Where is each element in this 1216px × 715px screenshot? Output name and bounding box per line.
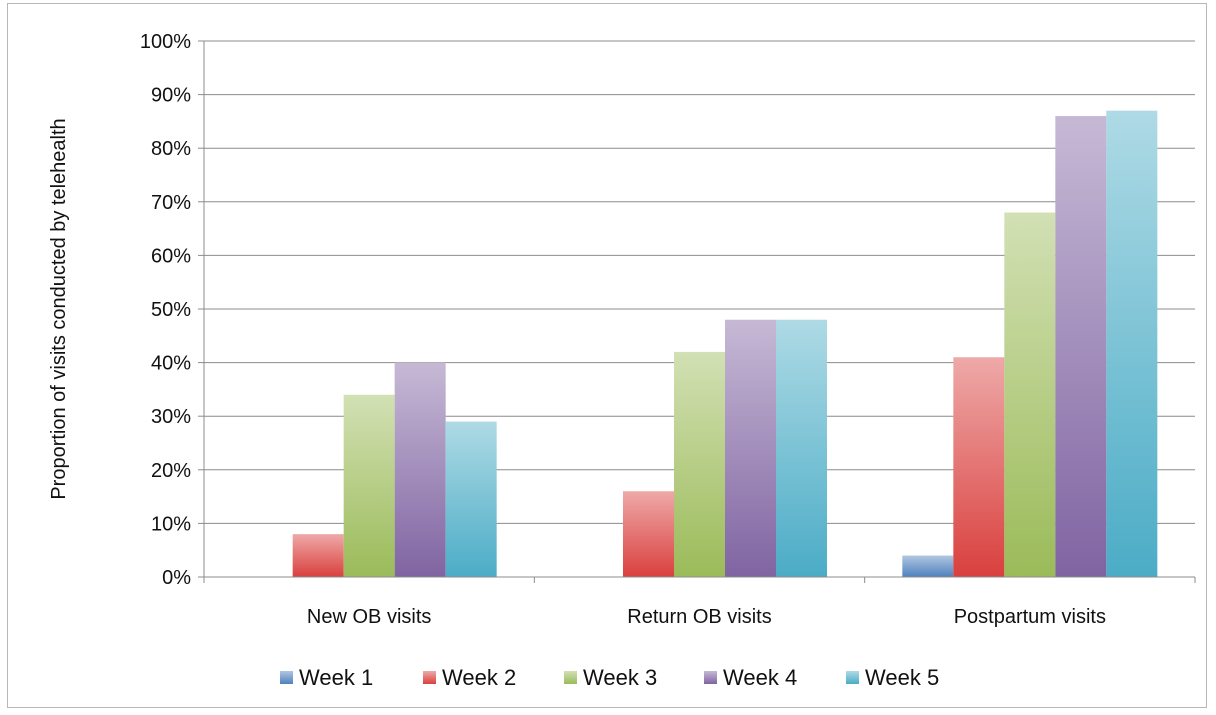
bar-chart: 0% 10% 20% 30% 40% 50% 60% 70% 80% 90% 100% New OB…: [48, 31, 1196, 690]
bars: [292, 110, 1158, 578]
y-axis-label: Proportion of visits conducted by telehe…: [48, 118, 70, 499]
bar-new-ob-visits-week-3: [343, 394, 395, 577]
x-axis-categories: New OB visits Return OB visits Postpartum …: [307, 606, 1106, 628]
bar-return-ob-visits-week-3: [674, 351, 725, 577]
y-tick-label: 0%: [162, 567, 191, 589]
y-tick-label: 20%: [151, 460, 191, 482]
legend-swatch: [846, 671, 859, 684]
legend-item-week-3: Week 3: [564, 665, 657, 690]
legend-label: Week 4: [723, 665, 797, 690]
x-category-label: Return OB visits: [627, 606, 771, 628]
legend: Week 1 Week 2 Week 3 Week 4 Week 5: [280, 665, 939, 690]
bar-return-ob-visits-week-5: [776, 319, 827, 577]
bar-new-ob-visits-week-4: [394, 362, 446, 577]
legend-item-week-1: Week 1: [280, 665, 373, 690]
bar-postpartum-visits-week-5: [1106, 110, 1158, 578]
legend-swatch: [423, 671, 436, 684]
y-tick-label: 30%: [151, 406, 191, 428]
bar-postpartum-visits-week-4: [1055, 116, 1107, 577]
legend-item-week-2: Week 2: [423, 665, 516, 690]
legend-swatch: [704, 671, 717, 684]
legend-label: Week 1: [299, 665, 373, 690]
bar-return-ob-visits-week-4: [725, 319, 776, 577]
bar-postpartum-visits-week-3: [1004, 212, 1056, 577]
y-tick-label: 60%: [151, 245, 191, 267]
y-tick-label: 40%: [151, 353, 191, 375]
legend-item-week-5: Week 5: [846, 665, 939, 690]
x-axis: [203, 41, 1196, 583]
legend-item-week-4: Week 4: [704, 665, 797, 690]
y-axis-ticks: 0% 10% 20% 30% 40% 50% 60% 70% 80% 90% 100%: [140, 31, 204, 589]
x-category-label: New OB visits: [307, 606, 431, 628]
legend-swatch: [564, 671, 577, 684]
legend-swatch: [280, 671, 293, 684]
bar-new-ob-visits-week-2: [292, 534, 344, 577]
y-tick-label: 100%: [140, 31, 191, 53]
y-tick-label: 50%: [151, 299, 191, 321]
y-tick-label: 80%: [151, 138, 191, 160]
legend-label: Week 3: [583, 665, 657, 690]
y-tick-label: 10%: [151, 513, 191, 535]
y-tick-label: 70%: [151, 192, 191, 214]
bar-postpartum-visits-week-2: [953, 357, 1005, 577]
legend-label: Week 5: [865, 665, 939, 690]
y-tick-label: 90%: [151, 85, 191, 107]
legend-label: Week 2: [442, 665, 516, 690]
bar-return-ob-visits-week-2: [623, 491, 674, 577]
chart-frame: 0% 10% 20% 30% 40% 50% 60% 70% 80% 90% 100% New OB…: [7, 3, 1207, 708]
bar-postpartum-visits-week-1: [902, 555, 954, 577]
bar-new-ob-visits-week-5: [445, 421, 497, 577]
x-category-label: Postpartum visits: [954, 606, 1106, 628]
